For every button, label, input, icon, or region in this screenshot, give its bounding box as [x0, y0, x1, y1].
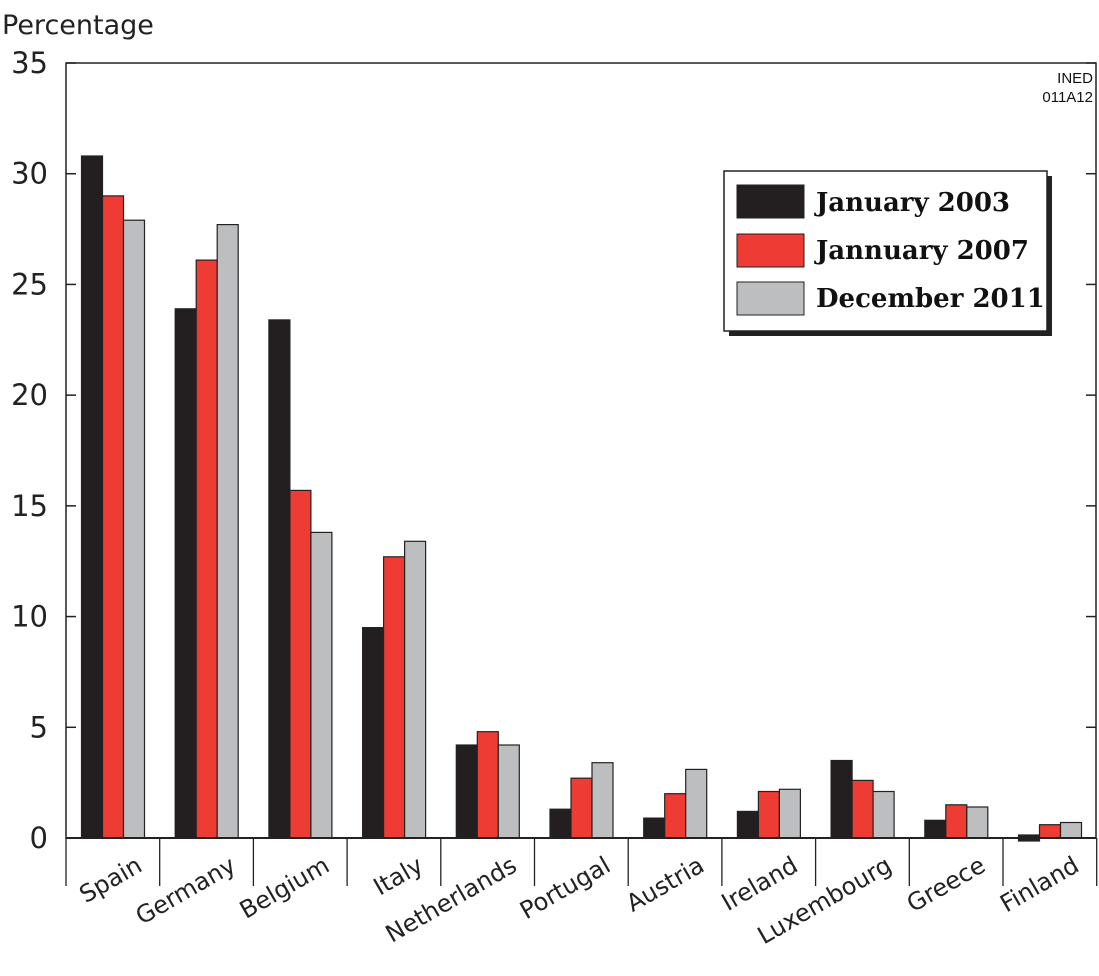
bar-italy-december-2011 [404, 540, 427, 839]
y-ticks-layer: 0 5 10 15 20 25 30 35 [11, 46, 1096, 855]
x-category-label-belgium: Belgium [235, 851, 334, 924]
bar-portugal-jannuary-2007 [570, 777, 593, 839]
bar-spain-january-2003 [80, 155, 104, 839]
bar-finland-jannuary-2007 [1038, 824, 1062, 839]
bar-spain-jannuary-2007 [101, 195, 125, 839]
legend-swatch-jannuary-2007 [736, 233, 805, 268]
x-category-label-finland: Finland [995, 851, 1083, 918]
y-tick-label-0: 0 [30, 821, 48, 855]
x-category-label-germany: Germany [131, 851, 241, 930]
bar-ireland-january-2003 [736, 810, 760, 839]
legend-label-january-2003: January 2003 [814, 188, 1010, 218]
bar-netherlands-jannuary-2007 [476, 731, 499, 839]
bar-belgium-december-2011 [310, 531, 333, 839]
bar-austria-jannuary-2007 [664, 793, 687, 839]
bar-austria-january-2003 [643, 817, 666, 839]
bar-belgium-jannuary-2007 [289, 489, 312, 839]
bar-netherlands-december-2011 [497, 744, 520, 839]
x-category-label-portugal: Portugal [515, 851, 615, 925]
bar-ireland-december-2011 [778, 788, 802, 839]
bar-luxembourg-jannuary-2007 [851, 779, 874, 839]
y-tick-label-35: 35 [11, 46, 48, 80]
y-tick-label-5: 5 [30, 710, 48, 744]
bar-portugal-december-2011 [591, 762, 614, 839]
bar-portugal-january-2003 [549, 808, 572, 839]
x-category-label-spain: Spain [75, 851, 147, 909]
y-tick-label-20: 20 [11, 378, 48, 412]
bar-germany-january-2003 [174, 308, 197, 839]
bar-finland-december-2011 [1059, 821, 1083, 839]
bar-belgium-january-2003 [268, 319, 291, 839]
bar-italy-january-2003 [362, 626, 385, 839]
bars-layer [80, 155, 1083, 842]
legend: January 2003 Jannuary 2007 December 2011 [723, 170, 1052, 336]
bar-luxembourg-january-2003 [830, 759, 853, 839]
x-category-label-austria: Austria [621, 851, 708, 918]
y-tick-label-15: 15 [11, 489, 48, 523]
bar-greece-december-2011 [966, 806, 989, 839]
y-axis-title: Percentage [2, 10, 154, 41]
x-category-label-italy: Italy [369, 851, 428, 901]
bar-spain-december-2011 [122, 219, 146, 839]
legend-swatch-december-2011 [736, 281, 805, 316]
bar-austria-december-2011 [685, 768, 708, 839]
y-tick-label-25: 25 [11, 267, 48, 301]
bar-germany-december-2011 [216, 224, 239, 839]
source-code-line-1: INED [1057, 70, 1093, 87]
bar-ireland-jannuary-2007 [757, 790, 781, 839]
source-code-line-2: 011A12 [1042, 89, 1093, 106]
bar-greece-jannuary-2007 [945, 804, 968, 839]
legend-swatch-january-2003 [736, 184, 805, 219]
bar-netherlands-january-2003 [455, 744, 478, 839]
x-category-label-greece: Greece [902, 851, 990, 918]
legend-label-december-2011: December 2011 [816, 284, 1045, 314]
bar-greece-january-2003 [924, 819, 947, 839]
bar-luxembourg-december-2011 [872, 790, 895, 839]
bar-germany-jannuary-2007 [195, 259, 218, 839]
y-tick-label-30: 30 [11, 157, 48, 191]
y-tick-label-10: 10 [11, 600, 48, 634]
bar-italy-jannuary-2007 [383, 556, 406, 839]
legend-label-jannuary-2007: Jannuary 2007 [814, 236, 1029, 266]
